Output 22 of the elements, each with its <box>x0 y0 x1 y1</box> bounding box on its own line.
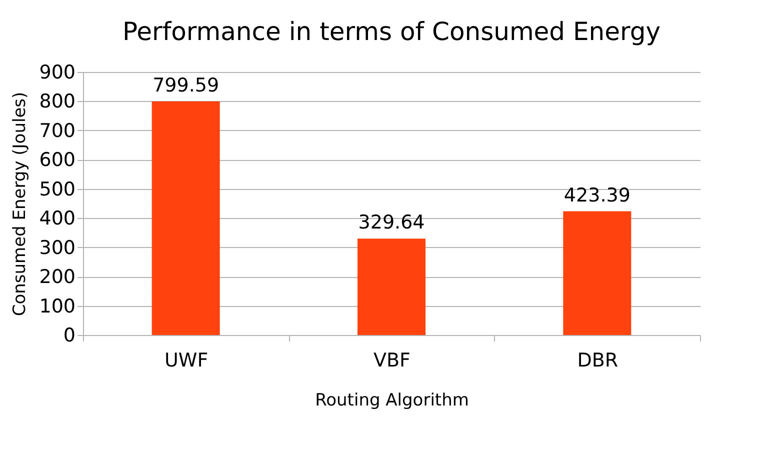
y-tick-label: 200 <box>39 266 76 288</box>
x-axis-title: Routing Algorithm <box>315 390 469 410</box>
chart-title: Performance in terms of Consumed Energy <box>122 17 661 46</box>
y-tick-label: 100 <box>39 295 76 318</box>
y-tick-label: 0 <box>63 324 76 346</box>
y-tick-label: 600 <box>39 149 76 172</box>
y-tick-label: 400 <box>39 208 76 230</box>
data-label: 423.39 <box>564 184 630 206</box>
y-tick-label: 300 <box>39 236 76 259</box>
bar <box>152 101 220 335</box>
data-label: 799.59 <box>152 74 220 96</box>
x-tick-label: VBF <box>374 350 410 372</box>
y-tick-label: 800 <box>39 90 76 113</box>
bar <box>563 211 632 335</box>
y-axis-title: Consumed Energy (Joules) <box>10 92 30 316</box>
y-tick-label: 900 <box>39 62 76 84</box>
data-label: 329.64 <box>358 212 425 234</box>
y-tick-label: 500 <box>39 178 76 200</box>
x-tick-label: DBR <box>577 350 618 372</box>
bar <box>358 238 426 335</box>
y-tick-label: 700 <box>39 120 76 142</box>
x-tick-label: UWF <box>164 350 208 372</box>
